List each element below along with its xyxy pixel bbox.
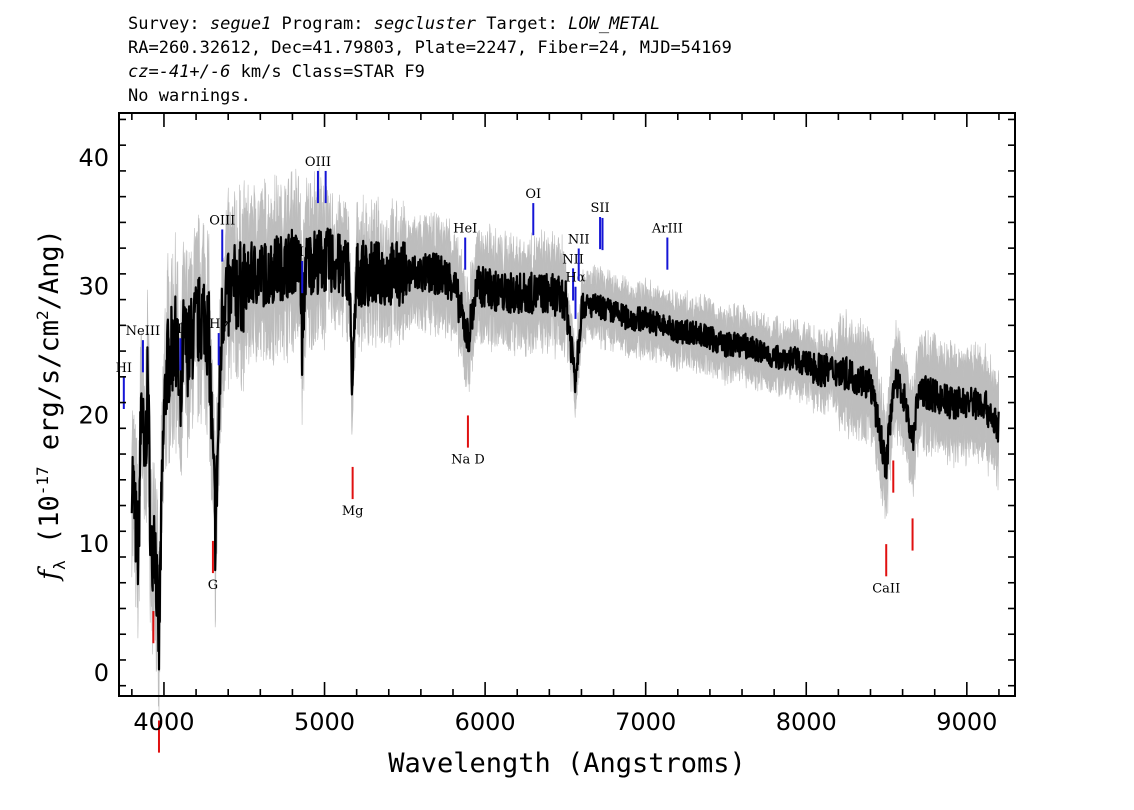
header-line-warnings: No warnings. xyxy=(128,86,251,106)
x-tick-label: 9000 xyxy=(936,708,997,736)
x-tick-label: 4000 xyxy=(133,708,194,736)
flux-series-line xyxy=(130,227,1000,671)
line-label-HeI: HeI xyxy=(453,222,477,237)
line-label-Hβ: Hβ xyxy=(293,245,312,260)
line-label-OIII: OIII xyxy=(305,155,331,170)
tick-layer: 4000 5000 6000 7000 8000 9000 0 10 20 30 40 xyxy=(78,113,1015,736)
plot-frame xyxy=(118,112,1016,697)
x-tick-label: 6000 xyxy=(455,708,516,736)
y-tick-label: 20 xyxy=(78,401,109,429)
target-value: LOW_METAL xyxy=(568,14,661,34)
line-label-Mg: Mg xyxy=(342,504,364,519)
cz-value: -41+/-6 xyxy=(158,62,231,82)
header-line-survey: Survey: segue1 Program: segcluster Targe… xyxy=(128,14,661,34)
line-label-G: G xyxy=(208,578,218,593)
line-label-Hγ: Hγ xyxy=(209,317,228,332)
header-line-coordinates: RA=260.32612, Dec=41.79803, Plate=2247, … xyxy=(128,38,732,58)
line-label-CaII: CaII xyxy=(872,581,900,596)
line-label-NeIII: NeIII xyxy=(126,324,160,339)
line-label-OI: OI xyxy=(525,187,541,202)
x-tick-label: 7000 xyxy=(615,708,676,736)
line-label-Na D: Na D xyxy=(451,453,485,468)
survey-value: segue1 xyxy=(209,14,272,34)
flux-layer xyxy=(130,227,1000,671)
program-value: segcluster xyxy=(373,14,477,34)
header-line-redshift: cz=-41+/-6 km/s Class=STAR F9 xyxy=(128,62,425,82)
line-label-Hδ: Hδ xyxy=(171,322,190,337)
x-tick-label: 8000 xyxy=(776,708,837,736)
y-tick-label: 0 xyxy=(94,659,109,687)
error-band-layer xyxy=(131,167,999,719)
y-tick-label: 30 xyxy=(78,273,109,301)
y-axis-title: fλ (10-17 erg/s/cm2/Ang) xyxy=(33,229,69,582)
line-label-SII: SII xyxy=(590,201,609,216)
line-label-ArIII: ArIII xyxy=(651,222,683,237)
line-label-NII: NII xyxy=(562,252,584,267)
y-tick-label: 40 xyxy=(78,144,109,172)
x-axis-title: Wavelength (Angstroms) xyxy=(388,748,746,779)
spectrum-header: Survey: segue1 Program: segcluster Targe… xyxy=(128,12,732,108)
y-tick-label: 10 xyxy=(78,530,109,558)
flux-error-band xyxy=(131,167,999,719)
x-tick-label: 5000 xyxy=(294,708,355,736)
line-label-OIII: OIII xyxy=(209,213,235,228)
line-label-Hα: Hα xyxy=(565,271,585,286)
line-label-NII: NII xyxy=(568,232,590,247)
